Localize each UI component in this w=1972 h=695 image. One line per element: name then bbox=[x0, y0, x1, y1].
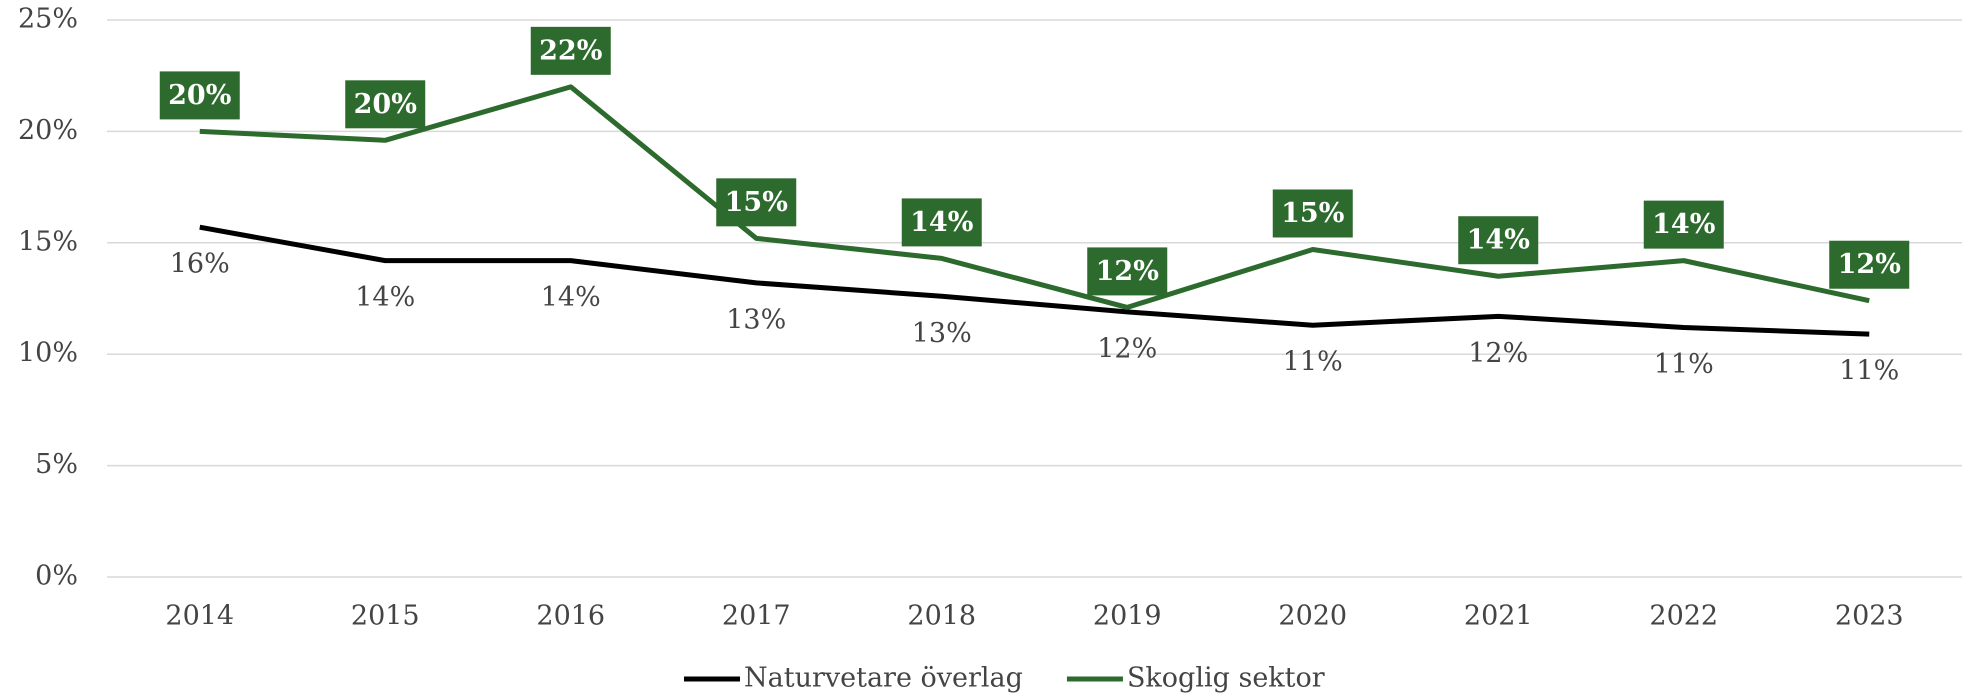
x-tick-label: 2016 bbox=[536, 601, 605, 632]
data-label: 14% bbox=[1467, 225, 1530, 256]
x-tick-label: 2023 bbox=[1835, 601, 1904, 632]
data-label-box: 15% bbox=[716, 178, 797, 227]
y-tick-label: 20% bbox=[18, 115, 78, 146]
x-tick-label: 2015 bbox=[351, 601, 420, 632]
data-label-box: 12% bbox=[1087, 247, 1168, 296]
label-background bbox=[1087, 247, 1168, 296]
data-label: 12% bbox=[1838, 249, 1901, 280]
data-label-box: 12% bbox=[1829, 240, 1910, 289]
data-label: 12% bbox=[1096, 256, 1159, 287]
y-tick-label: 0% bbox=[35, 561, 78, 592]
y-tick-label: 25% bbox=[18, 4, 78, 35]
data-label: 11% bbox=[1283, 347, 1343, 378]
data-label: 11% bbox=[1654, 349, 1714, 380]
data-label-box: 15% bbox=[1272, 189, 1353, 238]
label-background bbox=[159, 71, 240, 120]
y-tick-label: 10% bbox=[18, 338, 78, 369]
data-label-box: 20% bbox=[345, 80, 426, 129]
x-tick-label: 2017 bbox=[722, 601, 791, 632]
label-background bbox=[716, 178, 797, 227]
data-label: 13% bbox=[726, 304, 786, 335]
data-label: 14% bbox=[541, 282, 601, 313]
x-tick-label: 2022 bbox=[1649, 601, 1718, 632]
data-label: 11% bbox=[1839, 356, 1899, 387]
data-label: 14% bbox=[1652, 209, 1715, 240]
y-tick-label: 5% bbox=[35, 449, 78, 480]
label-background bbox=[901, 198, 982, 247]
data-label-box: 14% bbox=[901, 198, 982, 247]
x-tick-label: 2021 bbox=[1464, 601, 1533, 632]
label-background bbox=[1272, 189, 1353, 238]
series-line bbox=[199, 84, 1870, 310]
x-tick-label: 2018 bbox=[907, 601, 976, 632]
data-label-box: 22% bbox=[530, 26, 611, 75]
label-background bbox=[1829, 240, 1910, 289]
data-label: 12% bbox=[1097, 333, 1157, 364]
data-label: 15% bbox=[1281, 198, 1344, 229]
y-tick-label: 15% bbox=[18, 226, 78, 257]
label-background bbox=[530, 26, 611, 75]
legend-label: Skoglig sektor bbox=[1127, 663, 1325, 694]
data-label-box: 14% bbox=[1643, 200, 1724, 249]
data-label: 13% bbox=[912, 318, 972, 349]
label-background bbox=[345, 80, 426, 129]
x-tick-label: 2019 bbox=[1093, 601, 1162, 632]
series-line bbox=[199, 224, 1870, 337]
x-tick-label: 2014 bbox=[165, 601, 234, 632]
data-label: 12% bbox=[1468, 338, 1528, 369]
label-background bbox=[1643, 200, 1724, 249]
data-label: 16% bbox=[170, 249, 230, 280]
label-background bbox=[1458, 216, 1539, 265]
data-label: 20% bbox=[168, 80, 231, 111]
data-label-box: 14% bbox=[1458, 216, 1539, 265]
data-label: 22% bbox=[539, 35, 602, 66]
data-label: 20% bbox=[354, 89, 417, 120]
x-tick-label: 2020 bbox=[1278, 601, 1347, 632]
data-label-box: 20% bbox=[159, 71, 240, 120]
legend-label: Naturvetare överlag bbox=[744, 663, 1023, 694]
data-label: 14% bbox=[355, 282, 415, 313]
data-label: 14% bbox=[910, 207, 973, 238]
data-label: 15% bbox=[725, 187, 788, 218]
